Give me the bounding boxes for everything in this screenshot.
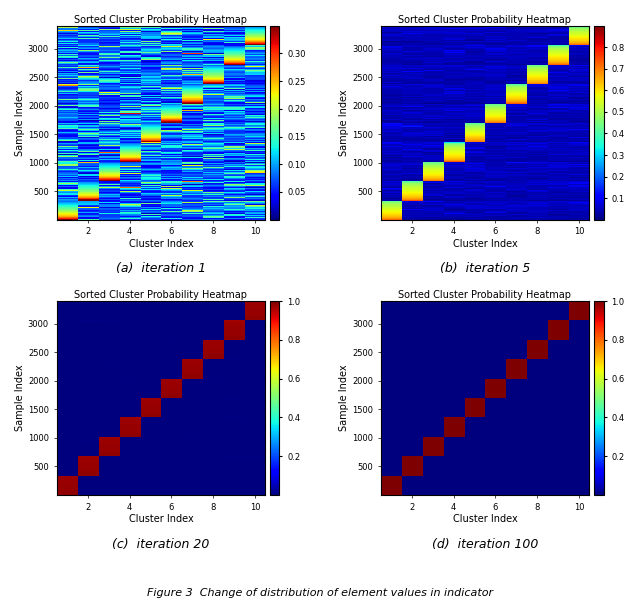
X-axis label: Cluster Index: Cluster Index [452, 239, 517, 249]
Title: Sorted Cluster Probability Heatmap: Sorted Cluster Probability Heatmap [74, 15, 248, 25]
Text: (d)  iteration 100: (d) iteration 100 [432, 537, 538, 550]
Text: Figure 3  Change of distribution of element values in indicator: Figure 3 Change of distribution of eleme… [147, 588, 493, 598]
Text: (b)  iteration 5: (b) iteration 5 [440, 262, 530, 276]
Title: Sorted Cluster Probability Heatmap: Sorted Cluster Probability Heatmap [399, 291, 572, 300]
X-axis label: Cluster Index: Cluster Index [452, 515, 517, 524]
Y-axis label: Sample Index: Sample Index [15, 89, 25, 156]
Text: (a)  iteration 1: (a) iteration 1 [116, 262, 206, 276]
Y-axis label: Sample Index: Sample Index [15, 365, 25, 431]
X-axis label: Cluster Index: Cluster Index [129, 239, 193, 249]
Title: Sorted Cluster Probability Heatmap: Sorted Cluster Probability Heatmap [74, 291, 248, 300]
Y-axis label: Sample Index: Sample Index [339, 365, 349, 431]
Y-axis label: Sample Index: Sample Index [339, 89, 349, 156]
Title: Sorted Cluster Probability Heatmap: Sorted Cluster Probability Heatmap [399, 15, 572, 25]
Text: (c)  iteration 20: (c) iteration 20 [112, 537, 210, 550]
X-axis label: Cluster Index: Cluster Index [129, 515, 193, 524]
